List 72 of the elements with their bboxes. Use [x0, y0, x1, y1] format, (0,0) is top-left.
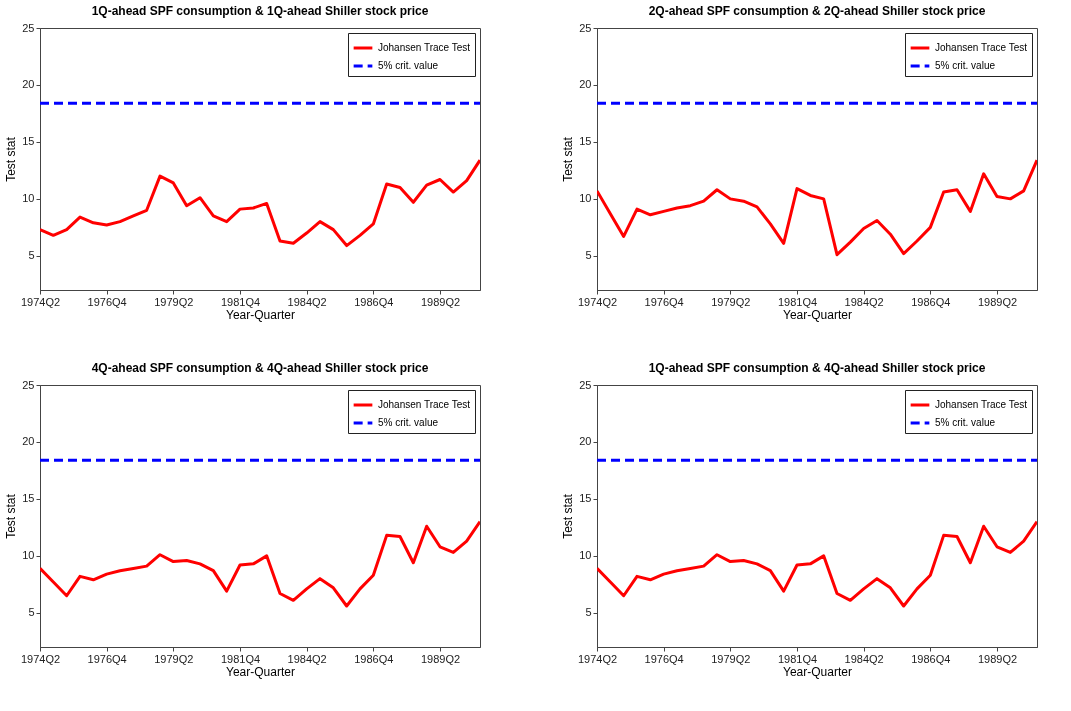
x-tick-label: 1979Q2 — [711, 652, 751, 665]
y-tick-label: 25 — [579, 378, 592, 391]
y-tick-label: 25 — [579, 21, 592, 34]
x-tick-label: 1984Q2 — [287, 295, 327, 308]
y-tick-label: 5 — [28, 606, 35, 619]
line-series — [597, 158, 1037, 257]
y-axis-title: Test stat — [4, 136, 19, 182]
y-tick-label: 15 — [22, 135, 35, 148]
x-tick-label: 1974Q2 — [20, 295, 61, 308]
legend-label: Johansen Trace Test — [378, 42, 471, 53]
y-tick-label: 25 — [22, 21, 35, 34]
y-tick-label: 10 — [579, 192, 592, 205]
x-tick-label: 1984Q2 — [844, 652, 884, 665]
chart-title: 1Q-ahead SPF consumption & 1Q-ahead Shiller stock price — [91, 4, 429, 18]
x-tick-label: 1981Q4 — [220, 295, 261, 308]
y-tick-label: 5 — [28, 249, 35, 262]
legend-label: 5% crit. value — [935, 60, 996, 71]
y-tick-label: 5 — [585, 249, 592, 262]
x-tick-label: 1976Q4 — [644, 295, 684, 308]
chart-title: 4Q-ahead SPF consumption & 4Q-ahead Shiller stock price — [91, 361, 429, 375]
x-tick-label: 1979Q2 — [154, 652, 194, 665]
y-tick-label: 15 — [579, 492, 592, 505]
legend-label: Johansen Trace Test — [935, 399, 1028, 410]
x-tick-label: 1979Q2 — [154, 295, 194, 308]
y-tick-label: 20 — [22, 435, 35, 448]
x-tick-label: 1981Q4 — [777, 652, 818, 665]
x-tick-label: 1984Q2 — [844, 295, 884, 308]
y-tick-label: 5 — [585, 606, 592, 619]
x-tick-label: 1976Q4 — [644, 652, 684, 665]
x-tick-label: 1989Q2 — [977, 295, 1018, 308]
x-tick-label: 1974Q2 — [20, 652, 61, 665]
x-tick-label: 1986Q4 — [911, 652, 951, 665]
x-tick-label: 1989Q2 — [420, 652, 461, 665]
x-axis-title: Year-Quarter — [226, 664, 295, 679]
legend-label: 5% crit. value — [378, 60, 439, 71]
line-series — [40, 520, 480, 608]
x-tick-label: 1974Q2 — [577, 652, 618, 665]
y-tick-label: 15 — [22, 492, 35, 505]
y-axis-title: Test stat — [561, 493, 576, 539]
x-axis-title: Year-Quarter — [226, 307, 295, 322]
chart-title: 2Q-ahead SPF consumption & 2Q-ahead Shiller stock price — [648, 4, 986, 18]
x-tick-label: 1981Q4 — [777, 295, 818, 308]
x-tick-label: 1976Q4 — [87, 295, 127, 308]
x-tick-label: 1976Q4 — [87, 652, 127, 665]
x-tick-label: 1981Q4 — [220, 652, 261, 665]
y-tick-label: 20 — [22, 78, 35, 91]
y-tick-label: 15 — [579, 135, 592, 148]
legend-label: Johansen Trace Test — [378, 399, 471, 410]
y-tick-label: 20 — [579, 78, 592, 91]
chart-title: 1Q-ahead SPF consumption & 4Q-ahead Shiller stock price — [648, 361, 986, 375]
line-series — [40, 158, 480, 248]
y-tick-label: 25 — [22, 378, 35, 391]
x-tick-label: 1989Q2 — [420, 295, 461, 308]
y-tick-label: 10 — [22, 549, 35, 562]
x-tick-label: 1986Q4 — [354, 652, 394, 665]
y-axis-title: Test stat — [561, 136, 576, 182]
x-tick-label: 1974Q2 — [577, 295, 618, 308]
legend-label: 5% crit. value — [378, 417, 439, 428]
x-tick-label: 1986Q4 — [354, 295, 394, 308]
x-tick-label: 1979Q2 — [711, 295, 751, 308]
x-tick-label: 1986Q4 — [911, 295, 951, 308]
legend-label: Johansen Trace Test — [935, 42, 1028, 53]
y-tick-label: 20 — [579, 435, 592, 448]
legend-label: 5% crit. value — [935, 417, 996, 428]
x-tick-label: 1989Q2 — [977, 652, 1018, 665]
x-tick-label: 1984Q2 — [287, 652, 327, 665]
line-series — [597, 520, 1037, 608]
y-axis-title: Test stat — [4, 493, 19, 539]
y-tick-label: 10 — [579, 549, 592, 562]
x-axis-title: Year-Quarter — [783, 664, 852, 679]
y-tick-label: 10 — [22, 192, 35, 205]
x-axis-title: Year-Quarter — [783, 307, 852, 322]
